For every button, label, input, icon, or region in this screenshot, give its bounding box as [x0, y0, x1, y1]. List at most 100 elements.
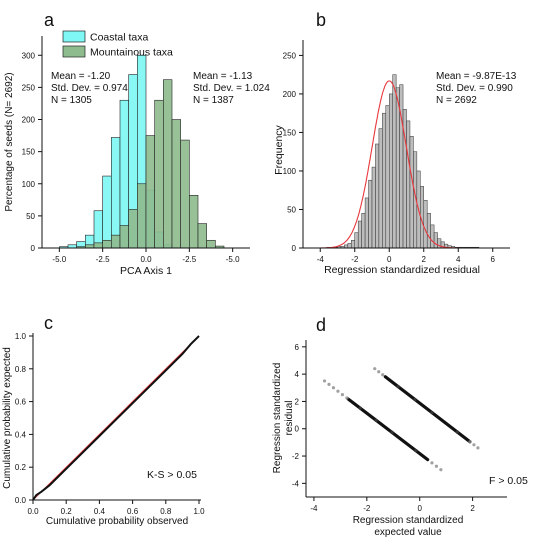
panel-letter-c: c: [44, 313, 53, 333]
residual-point: [331, 386, 336, 390]
residual-point: [377, 370, 381, 374]
panel-c-xtick-label: 0.2: [61, 507, 73, 516]
panel-d-y-label-line2: residual: [284, 400, 295, 435]
coastal-bars: [59, 54, 173, 249]
panel-a-x-ticks: -5.0 -2.5 0.0 -2.5 -5.0: [52, 248, 240, 264]
ks-annotation: K-S > 0.05: [147, 469, 197, 481]
reference-line: [32, 335, 200, 501]
panel-b-x-ticks: -4 -2 0 2 4 6: [317, 248, 496, 264]
panel-b-ytick-label: 200: [283, 90, 297, 99]
panel-a-ytick-label: 50: [26, 212, 35, 221]
panel-d-y-label-line1: Regression standardized: [272, 363, 283, 474]
panel-letter-b: b: [316, 10, 326, 30]
residual-bar: [378, 128, 383, 249]
residual-bar: [426, 213, 431, 249]
coastal-bar: [102, 175, 112, 249]
panel-b-ytick-label: 0: [292, 244, 297, 253]
panel-b-y-label: Frequency: [273, 124, 285, 174]
panel-b-y-ticks: 0 50 100 150 200 250: [283, 51, 303, 253]
residual-bar: [351, 240, 355, 249]
panel-d-x-label-line1: Regression standardized: [353, 515, 464, 526]
residual-bar: [389, 93, 393, 249]
residual-bar: [368, 179, 373, 249]
panel-b-xtick-label: -4: [317, 255, 325, 264]
mountain-bar: [128, 209, 138, 249]
residual-point: [374, 418, 378, 422]
panel-d-xtick-label: -4: [310, 504, 318, 513]
residual-bar: [385, 105, 390, 249]
panel-b-xtick-label: 2: [422, 255, 427, 264]
panel-d-ytick-label: 4: [295, 370, 300, 379]
residual-point: [390, 430, 394, 435]
residual-bar: [357, 220, 362, 249]
panel-a-y-ticks: 0 50 100 150 200 250 300: [22, 51, 42, 253]
residual-bar: [409, 136, 414, 249]
panel-c-xtick-label: 0.6: [127, 507, 139, 516]
panel-c-xtick-label: 1.0: [193, 507, 205, 516]
panel-d-x-ticks: -4 -2 0 2: [310, 497, 475, 513]
residual-bar: [433, 232, 438, 249]
panel-a-xtick-label: -2.5: [96, 255, 110, 264]
residual-point: [396, 384, 400, 389]
panel-a-ytick-label: 0: [31, 244, 36, 253]
mountain-bar: [206, 239, 216, 249]
panel-b-ytick-label: 50: [287, 205, 296, 214]
residual-point: [430, 410, 434, 415]
panel-c-ytick-label: 1.0: [15, 332, 27, 341]
coastal-bar: [111, 137, 121, 249]
mountain-bar: [137, 183, 147, 249]
mountain-bar: [171, 119, 181, 249]
residual-point: [340, 393, 345, 397]
panel-d-ytick-label: -4: [292, 479, 300, 488]
residual-bar: [430, 224, 435, 249]
residual-bar: [392, 74, 397, 249]
panel-d-ytick-label: -2: [292, 452, 300, 461]
residual-bar: [375, 143, 380, 249]
legend-swatch-coastal: [62, 30, 86, 43]
residual-point: [336, 389, 340, 393]
normal-curve: [316, 80, 462, 249]
mountain-bar: [154, 99, 164, 249]
panel-b-xtick-label: 6: [491, 255, 496, 264]
panel-a-xtick-label: 0.0: [140, 255, 152, 264]
panel-b-ytick-label: 150: [283, 128, 297, 137]
coastal-std: Std. Dev. = 0.974: [51, 83, 128, 94]
residual-bar: [423, 199, 428, 249]
residual-bar: [406, 120, 411, 249]
residual-point: [434, 464, 439, 468]
panel-c-y-ticks: 0.0 0.2 0.4 0.6 0.8 1.0: [15, 332, 33, 505]
panel-b-ytick-label: 100: [283, 167, 297, 176]
panel-a-ytick-label: 300: [22, 51, 36, 60]
panel-b-xtick-label: -2: [351, 255, 359, 264]
residual-point: [381, 373, 385, 377]
panel-c-ytick-label: 0.0: [15, 496, 27, 505]
panel-a-y-label: Percentage of seeds (N= 2692): [4, 72, 15, 211]
mountain-bar: [145, 135, 155, 249]
panel-c-ytick-label: 0.8: [15, 365, 27, 374]
panel-a-x-label: PCA Axis 1: [120, 265, 172, 277]
mountain-bar: [102, 239, 112, 249]
panel-d-xtick-label: 2: [470, 504, 475, 513]
panel-a-xtick-label: -5.0: [52, 255, 66, 264]
panel-d-ytick-label: 0: [295, 425, 300, 434]
residual-point: [373, 367, 377, 371]
residual-bar: [347, 243, 352, 249]
legend-swatch-mountain: [62, 45, 86, 58]
mountain-bar: [189, 195, 199, 249]
mountain-mean: Mean = -1.13: [193, 71, 253, 82]
residual-point: [468, 440, 472, 444]
residual-point: [430, 461, 434, 465]
panel-a-xtick-label: -2.5: [182, 255, 196, 264]
panel-d-ytick-label: 2: [295, 397, 300, 406]
panel-c: 0.0 0.2 0.4 0.6 0.8 1.0 0.0 0.2 0.4 0.6 0.8 1.0 Cu…: [2, 332, 205, 527]
panel-d-y-ticks: -4 -2 0 2 4 6: [292, 343, 306, 488]
panel-a-ytick-label: 200: [22, 116, 36, 125]
residual-point: [439, 468, 443, 472]
panel-b-ytick-label: 250: [283, 51, 297, 60]
panel-a: 0 50 100 150 200 250 300 -5.0 -2.5 0.0 -2.5 -5.0 P…: [4, 30, 270, 277]
panel-letter-a: a: [44, 10, 55, 30]
panel-c-xtick-label: 0.8: [160, 507, 172, 516]
